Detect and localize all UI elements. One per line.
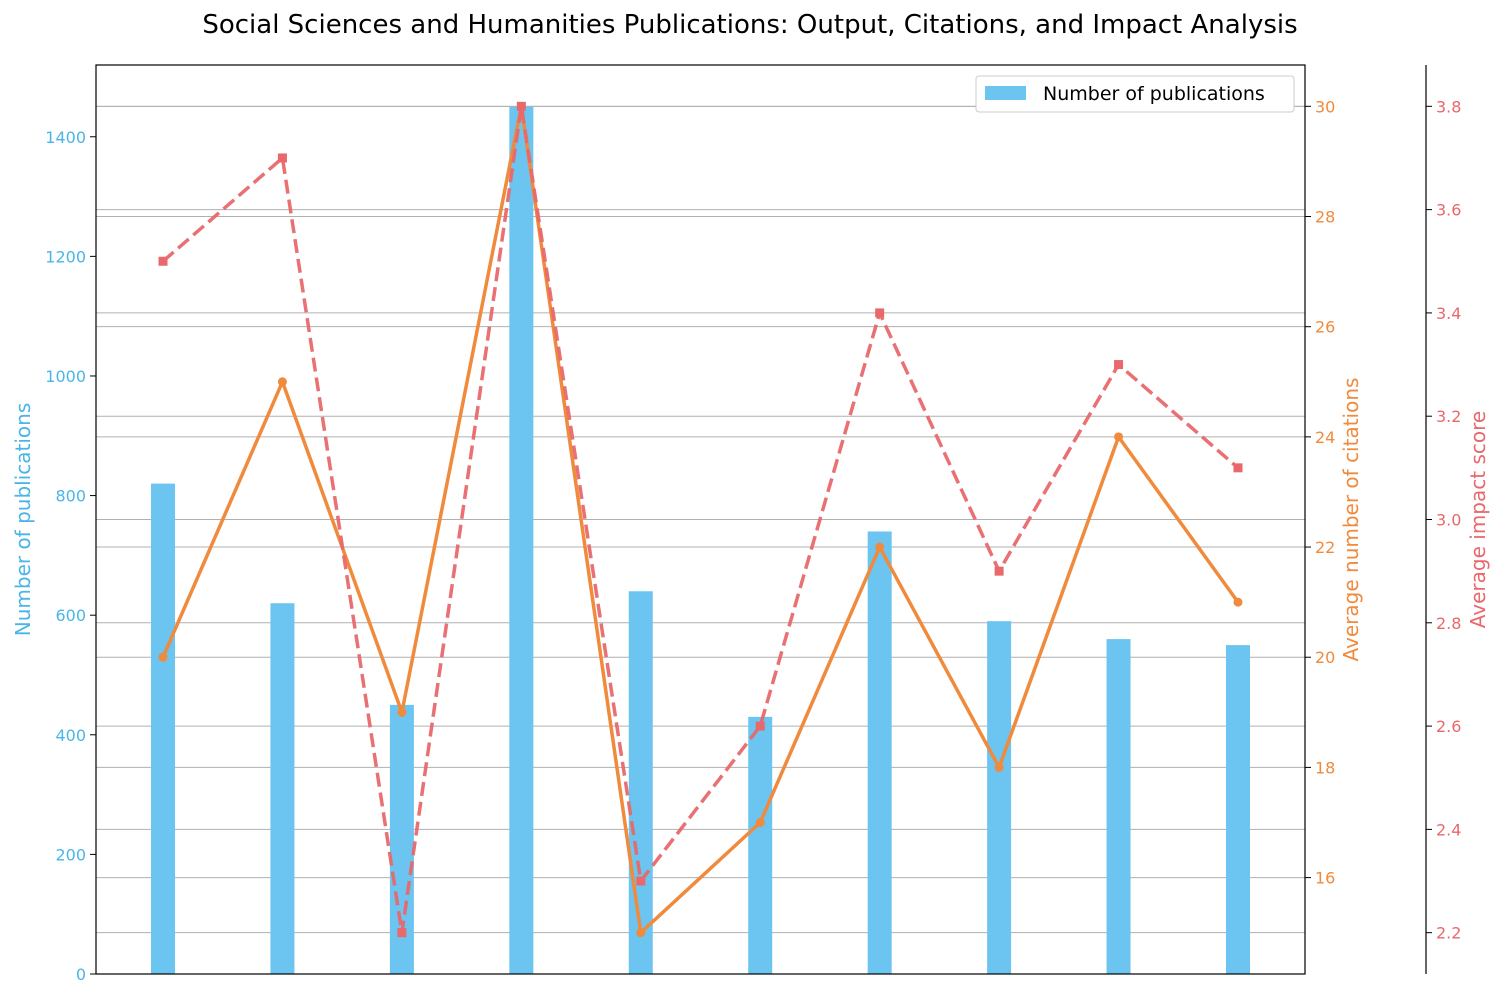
bar <box>151 483 175 974</box>
bar <box>509 106 534 975</box>
far-right-tick-label: 2.4 <box>1436 820 1461 839</box>
left-tick-label: 800 <box>55 487 86 506</box>
citations-point <box>636 928 646 938</box>
right-tick-label: 28 <box>1315 208 1335 227</box>
left-tick-label: 1000 <box>45 367 86 386</box>
left-tick-label: 1200 <box>45 247 86 266</box>
citations-point <box>1233 597 1243 607</box>
bar <box>1106 639 1131 974</box>
left-tick-label: 600 <box>55 606 86 625</box>
citations-point <box>1114 432 1124 442</box>
impact-line <box>161 104 1240 935</box>
far-right-tick-label: 3.4 <box>1436 304 1461 323</box>
impact-point <box>397 928 407 938</box>
left-axis-label: Number of publications <box>11 403 35 637</box>
right-tick-label: 30 <box>1315 97 1335 116</box>
impact-point <box>875 308 885 318</box>
impact-point <box>277 153 287 163</box>
citations-point <box>158 652 168 662</box>
left-tick-label: 0 <box>76 965 86 984</box>
far-right-tick-label: 3.0 <box>1436 511 1461 530</box>
citations-point <box>277 377 287 387</box>
far-right-tick-label: 3.2 <box>1436 407 1461 426</box>
bars-group <box>151 106 1250 975</box>
axes-group: 0 200 400 600 800 1000 1200 1400 Number of publi… <box>11 97 1490 984</box>
right-tick-label: 24 <box>1315 428 1335 447</box>
far-right-tick-label: 3.8 <box>1436 97 1461 116</box>
far-right-tick-label: 2.6 <box>1436 717 1461 736</box>
left-tick-label: 400 <box>55 726 86 745</box>
far-right-tick-label: 2.2 <box>1436 924 1461 943</box>
far-right-axis-label: Average impact score <box>1466 411 1490 628</box>
bar <box>270 603 295 974</box>
plot-border <box>95 64 1306 975</box>
bar <box>867 531 892 974</box>
far-right-tick-label: 3.6 <box>1436 201 1461 220</box>
impact-point <box>1114 360 1124 370</box>
far-right-tick-label: 2.8 <box>1436 614 1461 633</box>
impact-point <box>994 566 1004 576</box>
citations-point <box>994 762 1004 772</box>
impact-point <box>516 101 526 111</box>
bar <box>748 716 773 974</box>
right-tick-label: 18 <box>1315 758 1335 777</box>
left-tick-label: 200 <box>55 845 86 864</box>
citations-point <box>875 542 885 552</box>
citations-point <box>397 707 407 717</box>
legend-box <box>975 75 1295 113</box>
legend-label: Number of publications <box>1043 83 1265 105</box>
impact-point <box>1233 463 1243 473</box>
right-tick-label: 26 <box>1315 318 1335 337</box>
right-tick-label: 16 <box>1315 869 1335 888</box>
impact-point <box>158 256 168 266</box>
bar <box>628 591 653 974</box>
legend-swatch <box>985 86 1026 100</box>
right-tick-label: 20 <box>1315 648 1335 667</box>
right-axis-label: Average number of citations <box>1339 378 1363 662</box>
grid-lines <box>96 105 1305 934</box>
left-tick-label: 1400 <box>45 128 86 147</box>
bar <box>1226 645 1250 974</box>
bar <box>987 621 1012 974</box>
lines-group <box>158 101 1243 938</box>
legend: Number of publications <box>975 75 1295 113</box>
right-tick-label: 22 <box>1315 538 1335 557</box>
citations-point <box>755 818 765 827</box>
impact-point <box>755 721 765 731</box>
chart-title: Social Sciences and Humanities Publicati… <box>202 10 1298 40</box>
impact-point <box>636 876 646 886</box>
